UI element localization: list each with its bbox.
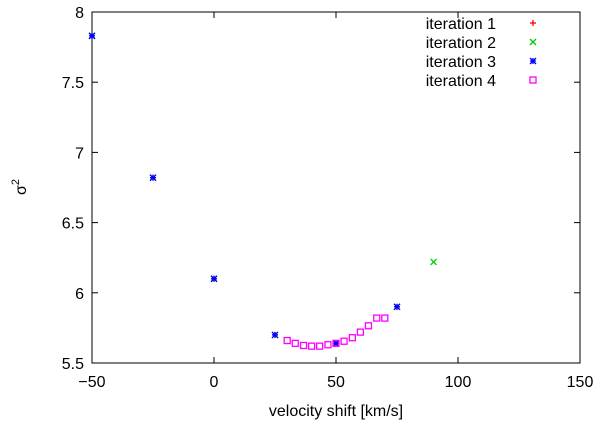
- data-point: [316, 342, 324, 350]
- legend-marker: [529, 38, 537, 46]
- x-tick-label: 50: [327, 374, 345, 391]
- series-3: [88, 32, 401, 347]
- data-point: [332, 339, 340, 347]
- data-point: [348, 334, 356, 342]
- y-tick-label: 6.5: [62, 216, 84, 233]
- data-point: [430, 258, 438, 266]
- data-point: [88, 32, 96, 40]
- plot-frame: [91, 11, 581, 364]
- x-tick-label: −50: [78, 374, 105, 391]
- y-tick-label: 8: [75, 5, 84, 22]
- data-point: [283, 336, 291, 345]
- legend-label: iteration 2: [426, 35, 496, 52]
- data-point: [393, 303, 401, 311]
- legend-marker: [530, 20, 536, 26]
- data-point: [373, 314, 381, 322]
- y-axis-label-symbol: σ: [13, 185, 30, 195]
- y-tick-label: 6: [75, 286, 84, 303]
- legend-item: iteration 4: [426, 73, 537, 90]
- svg-text:σ2: σ2: [10, 179, 30, 195]
- legend-marker: [529, 76, 537, 84]
- legend-item: iteration 2: [426, 35, 537, 52]
- data-point: [299, 341, 308, 350]
- data-point: [340, 337, 348, 345]
- x-axis-label: velocity shift [km/s]: [269, 403, 403, 420]
- data-point: [307, 342, 316, 350]
- series-4: [283, 314, 389, 350]
- y-tick-label: 5.5: [62, 356, 84, 373]
- data-point: [210, 275, 218, 283]
- axis-tick-labels: −50 0 50 100 150 5.5 6 6.5 7 7.5 8: [62, 5, 594, 391]
- y-tick-label: 7.5: [62, 75, 84, 92]
- series-1: [89, 32, 400, 347]
- data-point: [291, 339, 299, 347]
- legend-label: iteration 3: [426, 54, 496, 71]
- data-point: [356, 328, 365, 336]
- legend: iteration 1 iteration 2 iteration 3 iterati…: [426, 16, 537, 90]
- data-point: [332, 339, 340, 347]
- legend-label: iteration 4: [426, 73, 496, 90]
- y-axis-label: σ2: [10, 179, 30, 195]
- data-point: [271, 331, 279, 339]
- axis-ticks: [91, 11, 581, 364]
- x-tick-label: 150: [567, 374, 594, 391]
- x-tick-label: 100: [445, 374, 472, 391]
- legend-item: iteration 3: [426, 54, 537, 71]
- legend-item: iteration 1: [426, 16, 536, 33]
- data-points: [88, 32, 438, 350]
- y-axis-label-superscript: 2: [10, 179, 22, 185]
- y-tick-label: 7: [75, 145, 84, 162]
- x-tick-label: 0: [210, 374, 219, 391]
- data-point: [149, 174, 157, 182]
- data-point: [364, 322, 373, 330]
- series-2: [88, 32, 438, 347]
- legend-label: iteration 1: [426, 16, 496, 33]
- data-point: [324, 341, 332, 349]
- legend-marker: [529, 57, 537, 65]
- data-point: [381, 314, 389, 322]
